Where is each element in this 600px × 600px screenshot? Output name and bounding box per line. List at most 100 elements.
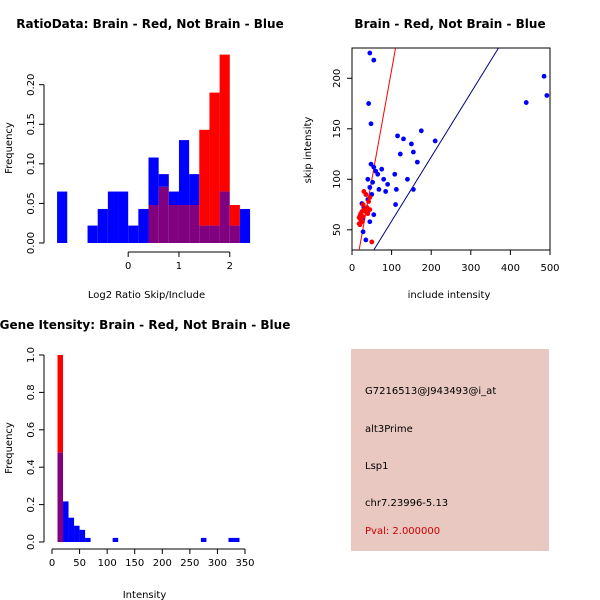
x-tick-label: 2	[227, 261, 233, 272]
not-brain-bar	[57, 191, 68, 243]
gene-name: Lsp1	[365, 461, 389, 472]
not-brain-point	[381, 176, 387, 182]
not-brain-point	[368, 161, 374, 167]
not-brain-point	[544, 93, 550, 98]
not-brain-point	[367, 219, 373, 225]
x-axis-label: Log2 Ratio Skip/Include	[88, 290, 205, 301]
brain-point	[367, 195, 373, 200]
brain-bar	[199, 129, 210, 226]
y-tick-label: 0.4	[26, 459, 37, 475]
y-tick-label: 1.0	[26, 347, 37, 363]
plot-area	[356, 48, 550, 250]
y-axis-label: Frequency	[4, 422, 15, 474]
not-brain-bar	[63, 501, 69, 542]
x-tick-label: 400	[501, 263, 520, 274]
overlap-bar	[57, 452, 64, 542]
not-brain-point	[367, 50, 373, 56]
not-brain-point	[365, 176, 371, 182]
not-brain-point	[397, 151, 403, 157]
y-tick-label: 0.6	[26, 422, 37, 438]
not-brain-bar	[68, 517, 75, 542]
not-brain-point	[363, 237, 369, 243]
y-tick-label: 200	[332, 69, 343, 88]
overlap-bar	[158, 186, 169, 243]
not-brain-point	[392, 171, 398, 177]
plot-frame	[351, 47, 551, 251]
y-tick-label: 0.8	[26, 384, 37, 400]
not-brain-point	[401, 136, 406, 142]
not-brain-point	[360, 229, 366, 235]
chart-title: Gene Itensity: Brain - Red, Not Brain - …	[0, 318, 290, 332]
chart-title: Brain - Red, Not Brain - Blue	[354, 17, 545, 31]
x-axis-label: Intensity	[123, 590, 167, 600]
x-tick-label: 100	[98, 558, 117, 569]
not-brain-point	[370, 179, 375, 185]
not-brain-bar	[189, 174, 200, 206]
not-brain-bar	[87, 225, 98, 243]
x-axis-label: include intensity	[408, 290, 491, 301]
y-tick-label: 0.20	[26, 74, 37, 96]
y-axis-label: skip intensity	[303, 117, 314, 184]
event-type: alt3Prime	[365, 424, 413, 435]
genomic-location: chr7.23996-5.13	[365, 498, 449, 509]
x-tick-label: 350	[235, 558, 254, 569]
not-brain-bar	[74, 525, 80, 542]
not-brain-bar	[118, 191, 129, 243]
x-tick-label: 1	[176, 261, 182, 272]
overlap-bar	[148, 205, 159, 243]
not-brain-point	[405, 176, 410, 182]
x-tick-label: 100	[382, 263, 401, 274]
not-brain-point	[523, 100, 529, 105]
y-tick-label: 100	[332, 170, 343, 189]
not-brain-point	[410, 187, 416, 192]
not-brain-point	[410, 149, 416, 155]
not-brain-point	[371, 212, 377, 218]
y-tick-label: 0.00	[26, 232, 37, 254]
not-brain-bar	[148, 157, 159, 206]
not-brain-bar	[158, 174, 169, 187]
y-tick-label: 0.10	[26, 153, 37, 175]
x-tick-label: 150	[125, 558, 144, 569]
not-brain-point	[367, 184, 373, 190]
x-tick-label: 200	[153, 558, 172, 569]
brain-point	[367, 207, 373, 213]
brain-point	[357, 222, 363, 228]
not-brain-point	[366, 101, 372, 106]
y-tick-label: 0.0	[26, 534, 37, 550]
y-tick-label: 0.2	[26, 497, 37, 513]
brain-fit-line	[358, 48, 397, 250]
not-brain-point	[371, 57, 377, 63]
not-brain-bar	[239, 208, 251, 243]
x-tick-label: 300	[208, 558, 227, 569]
not-brain-point	[393, 202, 398, 207]
brain-bar	[219, 54, 230, 192]
x-tick-label: 50	[73, 558, 86, 569]
not-brain-bar	[107, 191, 119, 243]
not-brain-point	[376, 187, 382, 192]
not-brain-bar	[233, 537, 240, 542]
not-brain-point	[385, 181, 391, 187]
brain-bar	[229, 205, 240, 226]
not-brain-bar	[138, 208, 149, 243]
overlap-bar	[209, 225, 220, 243]
not-brain-bar	[228, 537, 234, 542]
not-brain-bar	[128, 225, 139, 243]
not-brain-point	[432, 138, 438, 144]
pval-text: Pval: 2.000000	[365, 526, 441, 537]
x-tick-label: 300	[461, 263, 480, 274]
brain-point	[360, 202, 366, 207]
not-brain-point	[368, 121, 374, 127]
not-brain-point	[371, 164, 377, 170]
not-brain-point	[383, 189, 389, 194]
x-tick-label: 500	[540, 263, 559, 274]
not-brain-point	[393, 187, 399, 192]
brain-point	[369, 239, 375, 245]
not-brain-point	[375, 171, 381, 177]
overlap-bar	[229, 225, 240, 243]
x-tick-label: 250	[180, 558, 199, 569]
not-brain-bar	[112, 537, 119, 542]
probe-id: G7216513@J943493@i_at	[365, 386, 497, 397]
x-tick-label: 0	[49, 558, 55, 569]
not-brain-point	[409, 141, 414, 147]
not-brain-bar	[168, 191, 179, 206]
